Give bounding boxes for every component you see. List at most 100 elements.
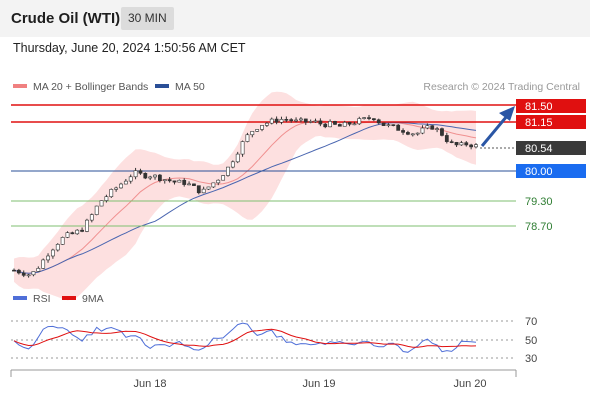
candle — [425, 125, 430, 129]
candle — [157, 174, 162, 182]
x-tick-jun18: Jun 18 — [133, 378, 166, 390]
candle — [196, 185, 201, 194]
price-tag-81-15-label: 81.15 — [525, 117, 553, 129]
candle — [89, 214, 94, 221]
candle — [75, 229, 80, 235]
price-tag-current — [516, 141, 586, 155]
candle — [323, 123, 328, 128]
rsi-ma-legend-label: 9MA — [82, 293, 104, 305]
candle — [128, 176, 133, 182]
candle — [454, 142, 459, 146]
candle — [16, 269, 21, 274]
candle — [367, 117, 371, 119]
candle — [274, 118, 279, 123]
candle — [313, 120, 318, 123]
candle — [31, 271, 36, 276]
candle — [342, 122, 347, 127]
candle — [376, 119, 381, 124]
candle — [245, 134, 250, 142]
candle — [406, 132, 410, 135]
rsi-ma-line — [13, 328, 477, 348]
candle — [172, 180, 177, 183]
price-tag-80-00-label: 80.00 — [525, 166, 553, 178]
candle — [153, 174, 157, 178]
rsi-legend-label: RSI — [33, 293, 51, 305]
candle — [123, 180, 128, 185]
candle — [182, 179, 187, 185]
candle — [371, 118, 376, 121]
candle — [269, 118, 274, 124]
bollinger-band — [14, 91, 476, 301]
price-tag-81-15 — [516, 115, 586, 129]
price-tag-81-50-label: 81.50 — [525, 101, 553, 113]
price-tag-current-label: 80.54 — [525, 143, 553, 155]
candle — [386, 124, 391, 126]
rsi-tick-30: 30 — [525, 353, 537, 365]
candle — [435, 128, 439, 130]
candle — [230, 161, 235, 168]
candle — [143, 172, 148, 179]
candle — [216, 179, 221, 184]
candle — [279, 119, 284, 123]
candle — [391, 124, 396, 126]
candle — [357, 118, 362, 125]
candle — [396, 124, 401, 131]
candle — [289, 119, 294, 122]
chart-datetime: Thursday, June 20, 2024 1:50:56 AM CET — [13, 41, 246, 55]
candle — [46, 255, 50, 261]
price-tag-81-50 — [516, 99, 586, 113]
timeframe-button[interactable]: 30 MIN — [121, 7, 174, 30]
rsi-tick-50: 50 — [525, 335, 537, 347]
candle — [318, 120, 323, 125]
candle — [352, 123, 357, 126]
candle — [41, 259, 46, 269]
candle — [206, 186, 211, 190]
candle — [469, 144, 474, 148]
candle — [459, 142, 464, 146]
candle — [94, 205, 99, 215]
candle — [420, 127, 425, 134]
candle — [211, 182, 216, 188]
research-credit: Research © 2024 Trading Central — [423, 81, 580, 93]
candle — [187, 183, 191, 186]
candle — [294, 119, 298, 122]
candle — [51, 249, 55, 257]
candle — [167, 179, 172, 182]
candle — [162, 179, 167, 182]
rsi-ma-legend-swatch — [62, 296, 76, 300]
candle — [440, 128, 444, 136]
candle — [201, 188, 206, 194]
ma50-legend-label: MA 50 — [175, 81, 205, 93]
ma20-legend-swatch — [13, 84, 27, 88]
candle — [474, 144, 478, 148]
candle — [114, 187, 119, 190]
candle — [328, 121, 333, 128]
candle — [240, 141, 245, 155]
rsi-legend-swatch — [13, 296, 27, 300]
candle — [60, 237, 65, 245]
candle — [401, 130, 405, 133]
price-tag-79-30-label: 79.30 — [525, 196, 553, 208]
candle — [109, 189, 114, 198]
candle — [464, 142, 469, 146]
ma50-legend-swatch — [155, 84, 169, 88]
candle — [415, 132, 420, 135]
candle — [99, 200, 104, 207]
candle — [308, 121, 313, 123]
rsi-tick-70: 70 — [525, 316, 537, 328]
candle — [55, 244, 60, 251]
candle — [221, 175, 226, 181]
candle — [410, 133, 415, 136]
candle — [303, 118, 308, 123]
candle — [264, 122, 269, 126]
candle — [12, 269, 16, 272]
x-tick-jun20: Jun 20 — [453, 378, 486, 390]
candle — [177, 179, 182, 183]
price-tag-78-70-label: 78.70 — [525, 221, 553, 233]
candle — [347, 122, 352, 125]
candle — [235, 153, 240, 163]
candle — [192, 183, 196, 186]
candle — [138, 170, 143, 174]
candle — [250, 131, 255, 136]
